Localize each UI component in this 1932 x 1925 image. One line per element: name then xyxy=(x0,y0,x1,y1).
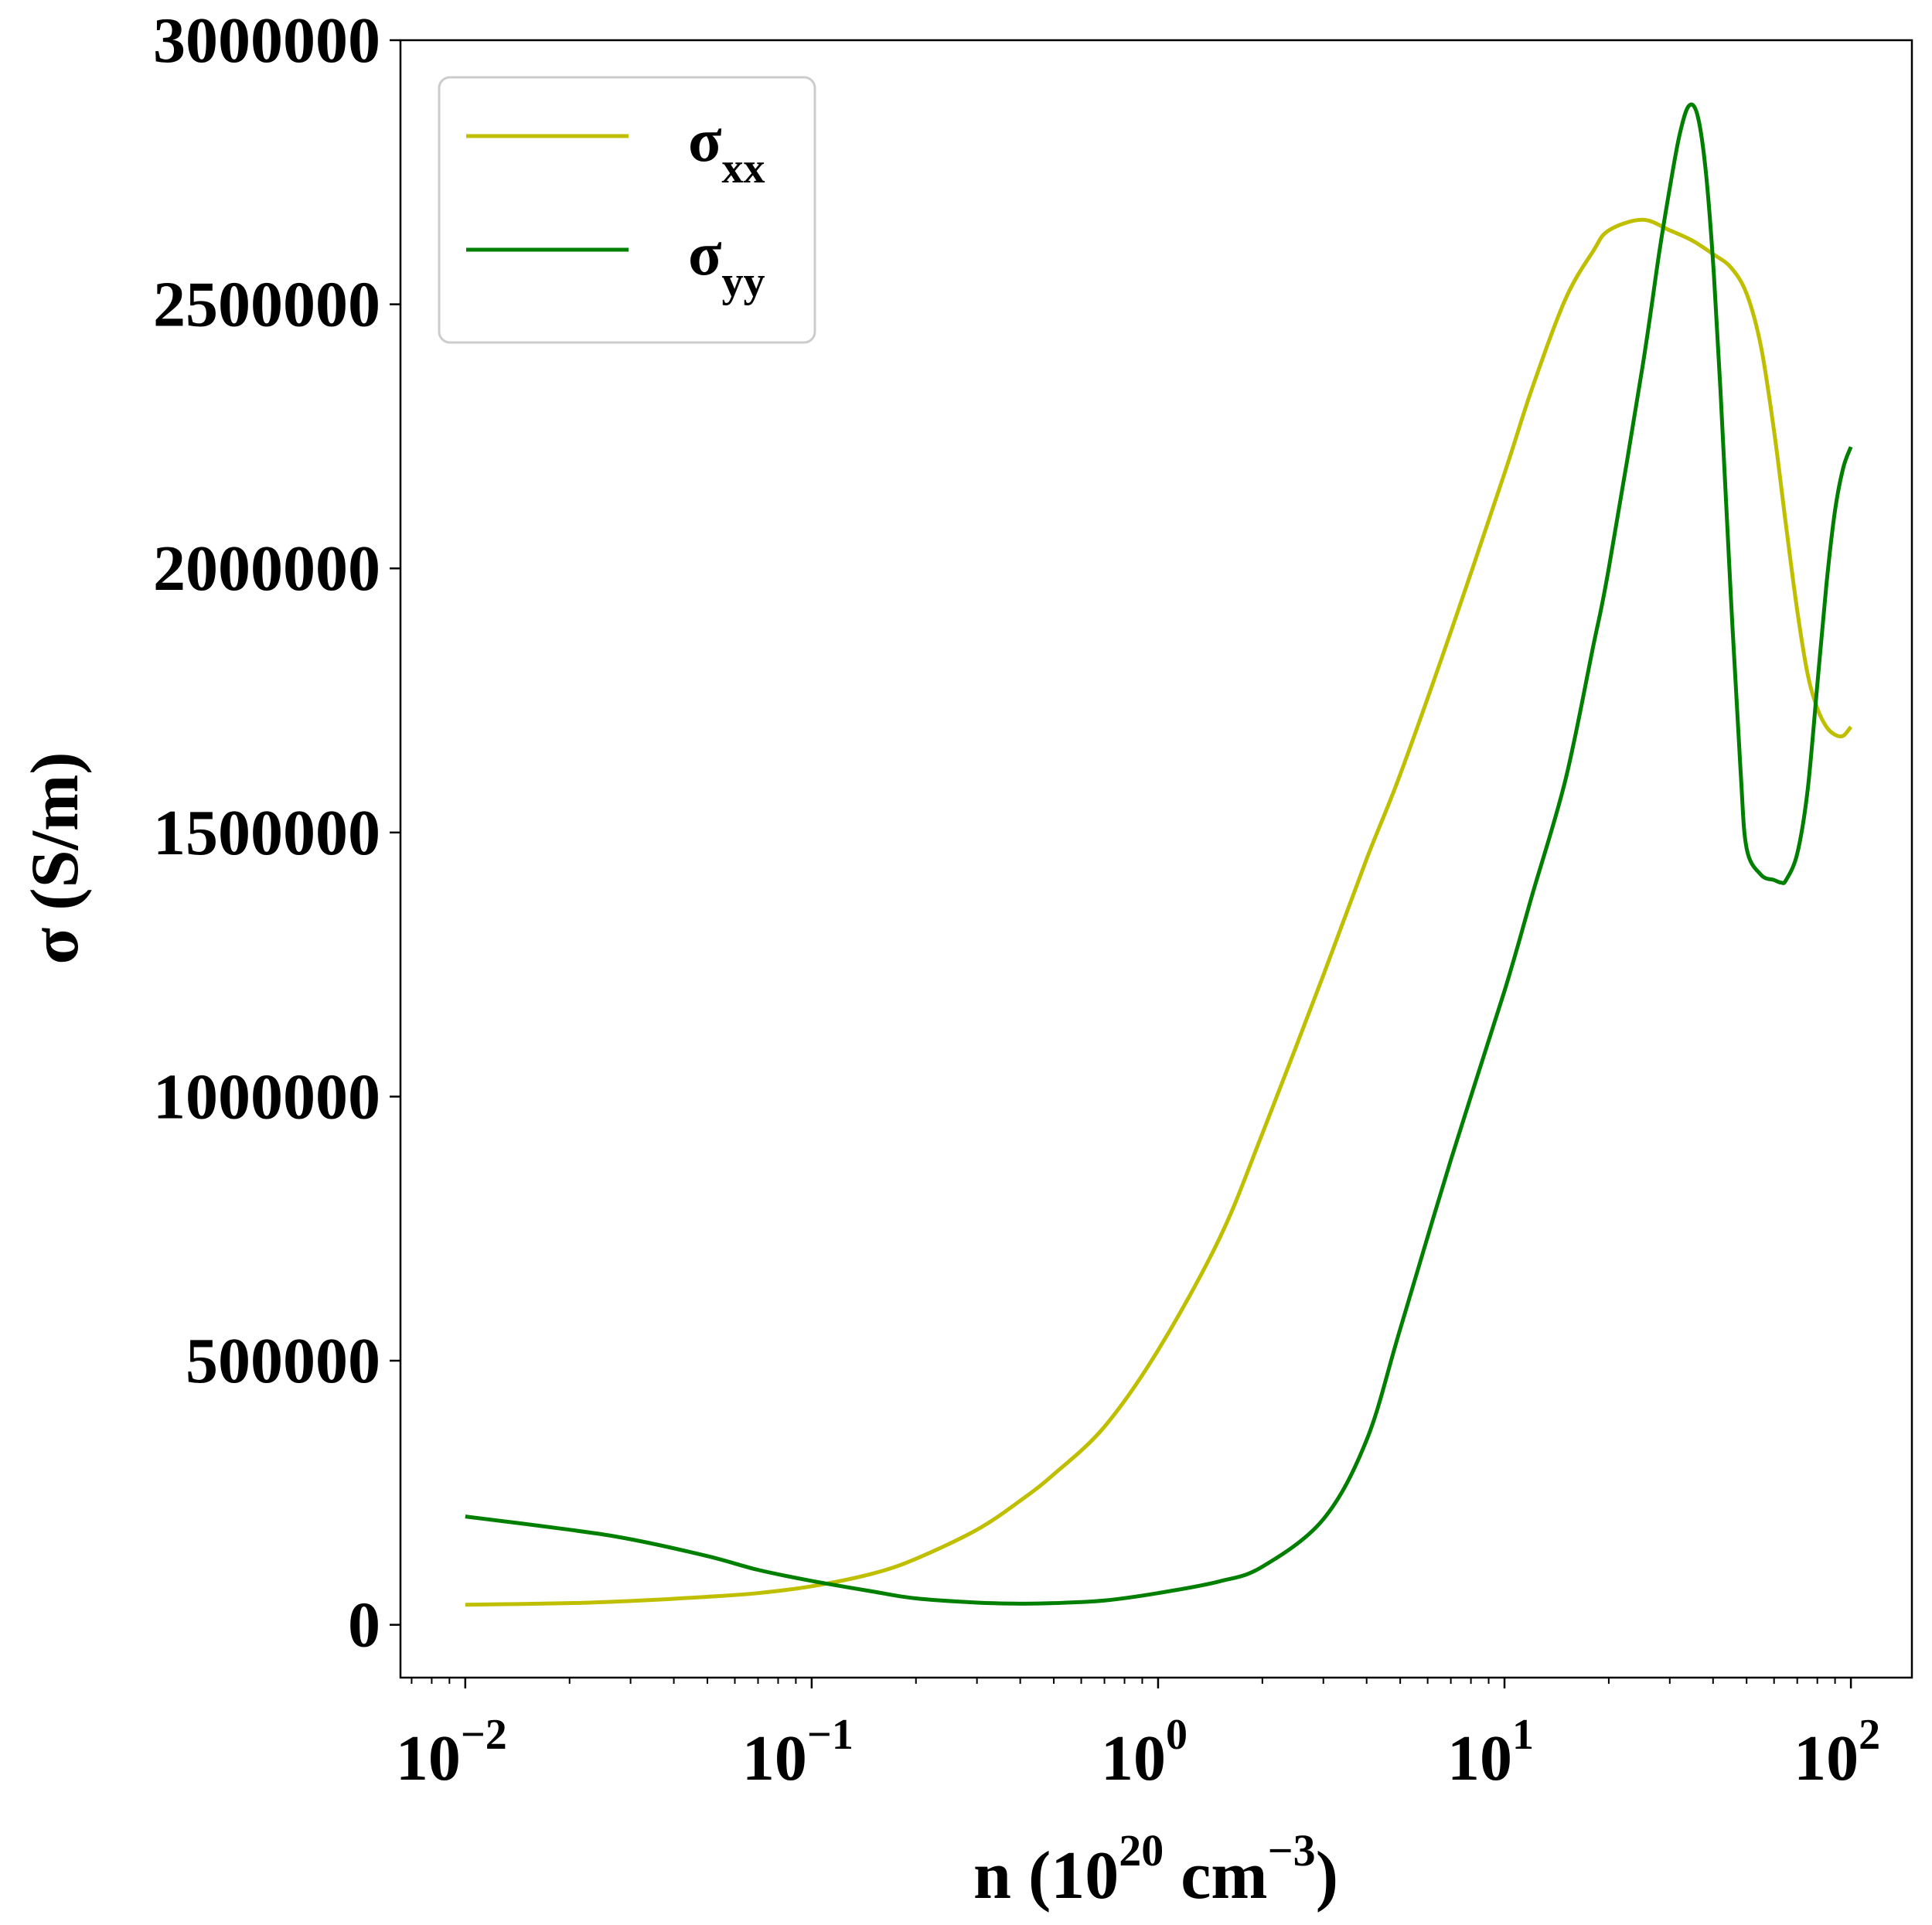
legend-subscript-sigma-yy: yy xyxy=(722,258,765,306)
y-tick-label-5: 2500000 xyxy=(153,269,380,341)
series-layer xyxy=(465,102,1853,1607)
legend-symbol-sigma-xx: σ xyxy=(688,107,722,175)
legend-box xyxy=(438,76,816,344)
y-tick-label-4: 2000000 xyxy=(153,533,380,605)
x-axis-title-sup1: 20 xyxy=(1119,1825,1164,1876)
series-line-sigma-xx xyxy=(465,217,1853,1607)
x-axis-title-sup2: −3 xyxy=(1268,1825,1316,1876)
y-tick-label-0: 0 xyxy=(348,1589,380,1661)
legend-subscript-sigma-xx: xx xyxy=(722,145,765,192)
legend: σxx σyy xyxy=(438,76,816,344)
series-line-sigma-yy xyxy=(465,102,1853,1606)
plot-frame xyxy=(399,39,1913,1679)
x-axis-title: n (1020 cm−3) xyxy=(973,1825,1338,1913)
y-tick-label-6: 3000000 xyxy=(153,5,380,77)
legend-label-sigma-yy: σyy xyxy=(688,220,765,306)
x-tick-label-3: 101 xyxy=(1447,1711,1534,1794)
y-tick-label-1: 500000 xyxy=(186,1325,380,1397)
legend-label-sigma-xx: σxx xyxy=(688,107,765,192)
x-tick-label-1: 10−1 xyxy=(742,1711,854,1794)
x-tick-label-2: 100 xyxy=(1101,1711,1187,1794)
x-axis-minor-ticks xyxy=(411,1678,1836,1684)
y-tick-label-3: 1500000 xyxy=(153,797,380,869)
y-axis-ticks: 0 500000 1000000 1500000 2000000 2500000 30000… xyxy=(153,5,400,1661)
x-axis-title-suffix: ) xyxy=(1316,1838,1338,1913)
x-tick-label-4: 102 xyxy=(1794,1711,1880,1794)
legend-symbol-sigma-yy: σ xyxy=(688,220,722,288)
x-axis-title-mid: cm xyxy=(1164,1838,1267,1913)
x-axis-title-prefix: n (10 xyxy=(973,1838,1119,1913)
x-tick-label-0: 10−2 xyxy=(396,1711,507,1794)
x-axis-ticks: 10−2 10−1 100 101 102 xyxy=(396,1678,1880,1794)
y-tick-label-2: 1000000 xyxy=(153,1061,380,1133)
y-axis-title: σ (S/m) xyxy=(18,751,93,964)
